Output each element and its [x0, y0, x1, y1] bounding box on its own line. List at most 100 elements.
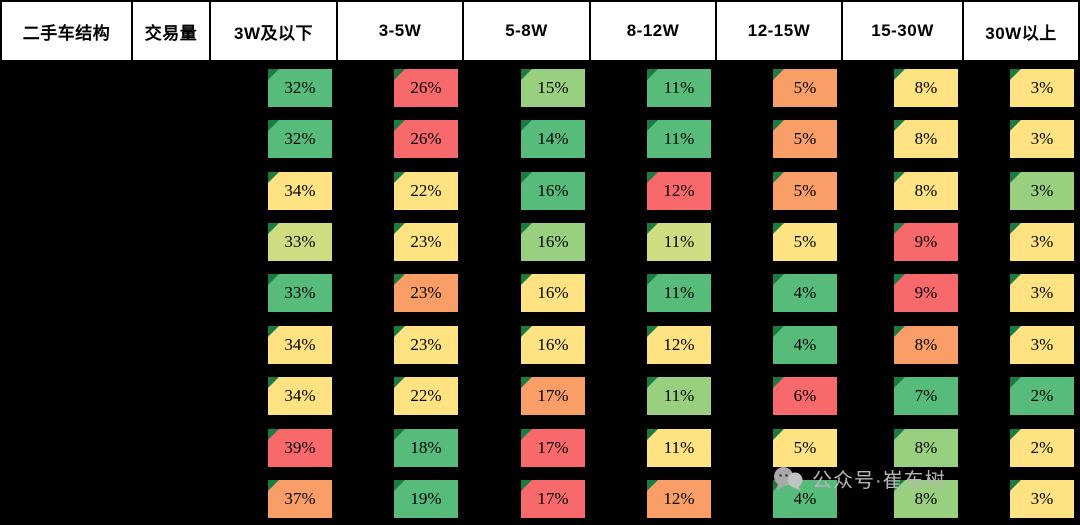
header-band-7: 30W以上: [964, 0, 1080, 62]
value-badge: 16%: [521, 325, 585, 364]
value-badge: 18%: [394, 428, 458, 467]
corner-flag-icon: [1010, 223, 1021, 235]
corner-flag-icon: [521, 377, 532, 389]
corner-flag-icon: [894, 274, 905, 286]
corner-flag-icon: [521, 480, 532, 492]
corner-flag-icon: [394, 68, 405, 80]
cell-value: 12%: [663, 334, 695, 354]
heatmap-cell: 34%: [211, 371, 338, 422]
value-badge: 34%: [268, 377, 332, 416]
value-badge: 7%: [894, 377, 958, 416]
value-badge: 6%: [773, 377, 837, 416]
row-label-redacted: [0, 422, 133, 474]
corner-flag-icon: [394, 428, 405, 440]
value-badge: 3%: [1010, 120, 1074, 159]
heatmap-cell: 14%: [464, 113, 591, 164]
cell-value: 8%: [914, 489, 938, 509]
cell-value: 11%: [663, 77, 695, 97]
cell-value: 16%: [537, 180, 569, 200]
table-row: 34% 22% 16% 12% 5% 8% 3%: [0, 164, 1080, 217]
value-badge: 2%: [1010, 428, 1074, 467]
corner-flag-icon: [647, 377, 658, 389]
cell-value: 3%: [1030, 77, 1054, 97]
cell-value: 9%: [914, 283, 938, 303]
corner-flag-icon: [1010, 428, 1021, 440]
heatmap-cell: 16%: [464, 165, 591, 216]
cell-value: 12%: [663, 180, 695, 200]
value-badge: 17%: [521, 428, 585, 467]
row-label-redacted: [0, 164, 133, 217]
cell-value: 32%: [284, 77, 316, 97]
heatmap-cell: 32%: [211, 62, 338, 113]
row-label-redacted: [0, 113, 133, 165]
value-badge: 3%: [1010, 171, 1074, 210]
corner-flag-icon: [521, 223, 532, 235]
value-badge: 3%: [1010, 480, 1074, 519]
corner-flag-icon: [394, 120, 405, 132]
value-badge: 26%: [394, 68, 458, 107]
corner-flag-icon: [773, 325, 784, 337]
value-badge: 5%: [773, 428, 837, 467]
heatmap-cell: 32%: [211, 113, 338, 164]
cell-value: 4%: [793, 283, 817, 303]
cell-value: 26%: [410, 77, 442, 97]
cell-value: 32%: [284, 129, 316, 149]
cell-value: 17%: [537, 386, 569, 406]
corner-flag-icon: [394, 325, 405, 337]
value-badge: 14%: [521, 120, 585, 159]
header-row: 二手车结构 交易量 3W及以下 3-5W 5-8W 8-12W 12-15W 15-30W…: [0, 0, 1080, 62]
corner-flag-icon: [1010, 325, 1021, 337]
value-badge: 23%: [394, 325, 458, 364]
cell-value: 3%: [1030, 489, 1054, 509]
corner-flag-icon: [894, 480, 905, 492]
corner-flag-icon: [394, 377, 405, 389]
cell-value: 8%: [914, 77, 938, 97]
watermark: 公众号·崔东树: [772, 464, 946, 493]
cell-value: 7%: [914, 386, 938, 406]
heatmap-cell: 3%: [964, 268, 1080, 319]
value-badge: 8%: [894, 68, 958, 107]
value-badge: 39%: [268, 428, 332, 467]
row-label-redacted: [0, 370, 133, 423]
cell-value: 2%: [1030, 386, 1054, 406]
cell-value: 3%: [1030, 129, 1054, 149]
header-band-2: 3-5W: [338, 0, 464, 62]
cell-value: 18%: [410, 437, 442, 457]
cell-value: 8%: [914, 334, 938, 354]
row-label-redacted: [0, 216, 133, 268]
cell-value: 11%: [663, 232, 695, 252]
corner-flag-icon: [773, 377, 784, 389]
corner-flag-icon: [268, 428, 279, 440]
cell-value: 26%: [410, 129, 442, 149]
value-badge: 22%: [394, 377, 458, 416]
cell-value: 16%: [537, 232, 569, 252]
value-badge: 11%: [647, 428, 711, 467]
value-badge: 22%: [394, 171, 458, 210]
value-badge: 11%: [647, 68, 711, 107]
heatmap-cell: 11%: [591, 371, 717, 422]
table-row: 34% 22% 17% 11% 6% 7% 2%: [0, 370, 1080, 423]
heatmap-cell: 15%: [464, 62, 591, 113]
value-badge: 3%: [1010, 274, 1074, 313]
corner-flag-icon: [1010, 171, 1021, 183]
cell-value: 12%: [663, 489, 695, 509]
value-badge: 16%: [521, 274, 585, 313]
header-band-1: 3W及以下: [211, 0, 338, 62]
table-row: 34% 23% 16% 12% 4% 8% 3%: [0, 319, 1080, 371]
value-badge: 11%: [647, 120, 711, 159]
corner-flag-icon: [268, 377, 279, 389]
heatmap-cell: 8%: [843, 319, 964, 370]
corner-flag-icon: [647, 223, 658, 235]
heatmap-cell: 4%: [717, 268, 843, 319]
value-badge: 37%: [268, 480, 332, 519]
value-badge: 32%: [268, 68, 332, 107]
cell-value: 23%: [410, 232, 442, 252]
corner-flag-icon: [1010, 68, 1021, 80]
corner-flag-icon: [647, 120, 658, 132]
cell-value: 6%: [793, 386, 817, 406]
cell-value: 16%: [537, 283, 569, 303]
cell-value: 23%: [410, 283, 442, 303]
heatmap-cell: 33%: [211, 216, 338, 267]
corner-flag-icon: [268, 325, 279, 337]
